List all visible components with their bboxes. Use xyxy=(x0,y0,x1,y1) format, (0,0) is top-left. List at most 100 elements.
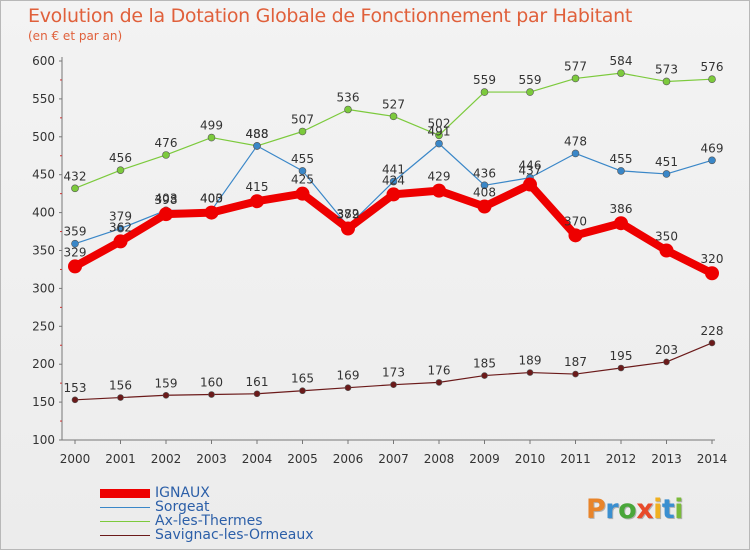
x-tick-label: 2009 xyxy=(469,452,500,466)
y-tick-label: 300 xyxy=(32,281,55,295)
data-label-savignac-les-ormeaux: 195 xyxy=(610,349,633,363)
data-label-ignaux: 350 xyxy=(655,230,678,244)
x-tick-label: 2007 xyxy=(378,452,409,466)
data-label-savignac-les-ormeaux: 228 xyxy=(701,324,724,338)
data-point-ignaux xyxy=(705,266,719,281)
data-label-ax-les-thermes: 536 xyxy=(337,91,360,105)
data-point-savignac-les-ormeaux xyxy=(663,358,670,366)
y-tick-label: 500 xyxy=(32,130,55,144)
data-point-ax-les-thermes xyxy=(708,75,716,83)
data-label-sorgeat: 379 xyxy=(109,210,132,224)
x-tick-label: 2011 xyxy=(560,452,591,466)
data-point-ax-les-thermes xyxy=(571,74,580,83)
data-point-savignac-les-ormeaux xyxy=(390,381,397,388)
data-point-savignac-les-ormeaux xyxy=(71,396,79,404)
data-label-ax-les-thermes: 559 xyxy=(519,73,542,87)
x-tick-label: 2003 xyxy=(196,452,227,466)
data-point-savignac-les-ormeaux xyxy=(617,364,625,372)
data-point-sorgeat xyxy=(662,170,671,178)
data-point-ax-les-thermes xyxy=(389,112,398,121)
data-point-sorgeat xyxy=(435,139,443,148)
data-label-ax-les-thermes: 573 xyxy=(655,62,678,76)
data-label-sorgeat: 455 xyxy=(610,152,633,166)
data-label-ignaux: 379 xyxy=(337,208,360,222)
data-point-ax-les-thermes xyxy=(617,69,625,77)
data-label-ignaux: 429 xyxy=(428,170,451,184)
y-tick-label: 200 xyxy=(32,357,55,371)
data-point-sorgeat xyxy=(389,177,398,186)
data-label-sorgeat: 491 xyxy=(428,125,451,139)
data-point-savignac-les-ormeaux xyxy=(162,391,170,399)
logo-letter: o xyxy=(618,494,637,525)
logo-letter: x xyxy=(636,494,654,525)
logo-letter: t xyxy=(661,494,675,525)
data-label-savignac-les-ormeaux: 173 xyxy=(382,366,405,380)
data-label-ignaux: 320 xyxy=(701,252,724,266)
data-point-ignaux xyxy=(477,199,492,214)
data-point-ignaux xyxy=(250,194,264,209)
data-label-savignac-les-ormeaux: 165 xyxy=(291,372,314,386)
data-point-ignaux xyxy=(295,186,310,201)
data-point-ignaux xyxy=(68,259,82,274)
data-label-savignac-les-ormeaux: 176 xyxy=(428,363,451,377)
data-label-savignac-les-ormeaux: 189 xyxy=(519,354,542,368)
x-tick-label: 2005 xyxy=(287,452,318,466)
legend-item-savignac-les-ormeaux: Savignac-les-Ormeaux xyxy=(100,527,360,543)
data-label-savignac-les-ormeaux: 161 xyxy=(246,375,269,389)
data-label-sorgeat: 441 xyxy=(382,163,405,177)
data-point-ax-les-thermes xyxy=(116,166,125,174)
y-tick-label: 250 xyxy=(32,319,55,333)
data-point-sorgeat xyxy=(116,224,125,233)
data-point-ax-les-thermes xyxy=(662,77,671,86)
x-tick-label: 2001 xyxy=(105,452,136,466)
legend-label-sorgeat: Sorgeat xyxy=(155,499,210,515)
data-point-savignac-les-ormeaux xyxy=(708,339,716,347)
data-point-ignaux xyxy=(614,216,628,231)
data-label-ax-les-thermes: 456 xyxy=(109,151,132,165)
data-point-savignac-les-ormeaux xyxy=(344,384,352,391)
data-label-sorgeat: 403 xyxy=(155,191,178,205)
proxiti-logo: Proxiti xyxy=(586,494,684,525)
data-point-sorgeat xyxy=(298,167,307,175)
data-label-ax-les-thermes: 584 xyxy=(610,54,633,68)
data-point-ax-les-thermes xyxy=(207,133,216,142)
x-tick-label: 2012 xyxy=(606,452,637,466)
y-tick-label: 450 xyxy=(32,168,55,182)
data-label-ax-les-thermes: 499 xyxy=(200,119,223,133)
data-point-ignaux xyxy=(568,228,583,243)
data-label-ax-les-thermes: 577 xyxy=(564,59,587,73)
data-label-ignaux: 362 xyxy=(109,220,132,234)
x-tick-label: 2013 xyxy=(651,452,682,466)
data-point-ignaux xyxy=(386,187,401,202)
data-point-ignaux xyxy=(204,205,219,220)
data-label-savignac-les-ormeaux: 185 xyxy=(473,357,496,371)
data-label-savignac-les-ormeaux: 159 xyxy=(155,376,178,390)
x-tick-label: 2010 xyxy=(515,452,546,466)
data-label-ignaux: 408 xyxy=(473,186,496,200)
data-point-ax-les-thermes xyxy=(344,105,352,114)
x-tick-label: 2004 xyxy=(242,452,273,466)
data-label-savignac-les-ormeaux: 160 xyxy=(200,376,223,390)
data-label-ignaux: 437 xyxy=(519,164,542,178)
legend-swatch-ax-les-thermes xyxy=(100,521,150,522)
data-label-ax-les-thermes: 502 xyxy=(428,116,451,130)
data-label-ignaux: 425 xyxy=(291,173,314,187)
legend-item-sorgeat: Sorgeat xyxy=(100,499,360,515)
data-label-sorgeat: 446 xyxy=(519,159,542,173)
data-point-ax-les-thermes xyxy=(162,151,170,159)
data-label-sorgeat: 403 xyxy=(200,191,223,205)
data-point-savignac-les-ormeaux xyxy=(117,394,124,401)
data-label-ignaux: 370 xyxy=(564,214,587,228)
x-tick-label: 2014 xyxy=(697,452,728,466)
x-tick-label: 2006 xyxy=(333,452,364,466)
data-point-ignaux xyxy=(113,234,128,249)
legend-swatch-savignac-les-ormeaux xyxy=(100,535,150,536)
data-point-ignaux xyxy=(341,221,355,236)
legend-label-ignaux: IGNAUX xyxy=(155,485,210,501)
legend-swatch-ignaux xyxy=(100,489,150,498)
data-point-ax-les-thermes xyxy=(435,131,443,140)
x-tick-label: 2008 xyxy=(424,452,455,466)
logo-letter: i xyxy=(674,494,684,525)
data-point-savignac-les-ormeaux xyxy=(526,369,534,376)
data-label-ax-les-thermes: 507 xyxy=(291,112,314,126)
